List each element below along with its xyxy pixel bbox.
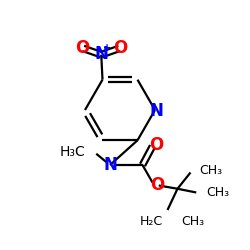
Text: N: N [103,156,117,174]
Text: H₃C: H₃C [60,146,86,160]
Text: O: O [113,39,127,57]
Text: O: O [149,136,163,154]
Text: CH₃: CH₃ [181,216,204,228]
Text: CH₃: CH₃ [199,164,222,177]
Text: CH₃: CH₃ [206,186,229,199]
Text: H₂C: H₂C [140,216,163,228]
Text: O: O [150,176,164,194]
Text: N: N [149,102,163,119]
Text: O: O [76,39,90,57]
Text: +: + [103,44,111,54]
Text: N: N [94,45,108,63]
